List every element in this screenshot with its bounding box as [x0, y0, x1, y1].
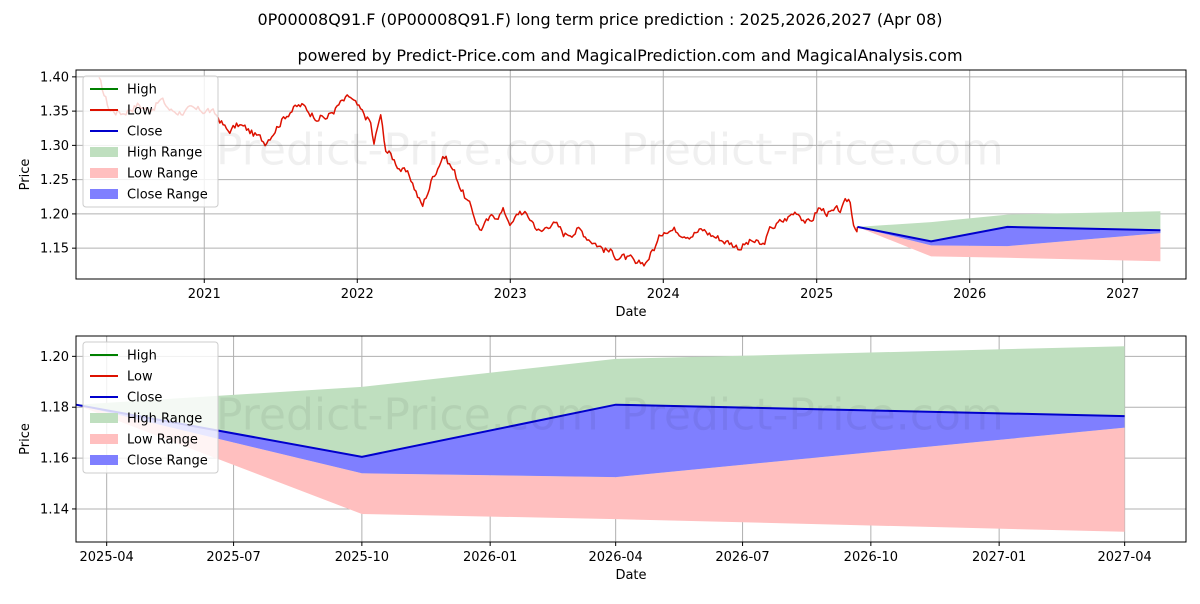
chart-subtitle: powered by Predict-Price.com and Magical…: [297, 46, 962, 65]
watermark-text: Predict-Price.com: [216, 389, 599, 440]
legend-swatch: [90, 455, 118, 465]
legend-entry: Close: [127, 125, 162, 140]
x-axis-label: Date: [615, 305, 646, 320]
y-tick-label: 1.18: [40, 401, 69, 416]
x-tick-label: 2027-04: [1097, 550, 1151, 565]
x-tick-label: 2026-10: [844, 550, 898, 565]
close-forecast-line: [857, 225, 1161, 243]
y-axis-label: Price: [18, 159, 33, 191]
x-axis-label: Date: [615, 568, 646, 583]
x-tick-label: 2025-04: [80, 550, 134, 565]
x-tick-label: 2026-07: [715, 550, 769, 565]
y-tick-label: 1.35: [40, 105, 69, 120]
legend-entry: Low: [127, 104, 153, 119]
legend-entry: High: [127, 349, 157, 364]
x-tick-label: 2021: [188, 287, 221, 302]
x-tick-label: 2025-10: [335, 550, 389, 565]
legend-swatch: [90, 413, 118, 423]
legend-swatch: [90, 434, 118, 444]
close-range-band: [76, 404, 1125, 478]
long-term-panel: 2021 2022 2023 2024 2025 2026 2027 1.15 1.20 1.25…: [18, 69, 1187, 320]
low-range-band: [857, 226, 1161, 262]
y-tick-label: 1.20: [40, 350, 69, 365]
x-tick-label: 2027: [1106, 287, 1139, 302]
x-tick-label: 2026-04: [588, 550, 642, 565]
x-tick-label: 2022: [341, 287, 374, 302]
x-tick-label: 2026-01: [463, 550, 517, 565]
legend-entry: Close Range: [127, 188, 208, 203]
y-tick-label: 1.30: [40, 139, 69, 154]
watermark-text: Predict-Price.com: [621, 389, 1004, 440]
close-forecast-line: [75, 403, 1125, 458]
x-tick-label: 2024: [647, 287, 680, 302]
legend-swatch: [90, 147, 118, 157]
y-tick-label: 1.20: [40, 207, 69, 222]
legend-entry: Low Range: [127, 433, 198, 448]
y-axis-label: Price: [18, 423, 33, 455]
legend-entry: High Range: [127, 146, 202, 161]
low-range-band: [76, 404, 1125, 532]
legend-entry: Close: [127, 391, 162, 406]
y-tick-label: 1.16: [40, 452, 69, 467]
legend-entry: Low Range: [127, 167, 198, 182]
legend-entry: High Range: [127, 412, 202, 427]
watermark-text: Predict-Price.com: [216, 124, 599, 175]
x-tick-label: 2025-07: [206, 550, 260, 565]
forecast-zoom-panel: 2025-04 2025-07 2025-10 2026-01 2026-04 2026-…: [18, 335, 1187, 583]
legend-entry: Low: [127, 370, 153, 385]
x-tick-label: 2025: [800, 287, 833, 302]
x-tick-label: 2023: [494, 287, 527, 302]
price-history-line: [98, 76, 859, 267]
y-tick-label: 1.25: [40, 173, 69, 188]
y-tick-label: 1.40: [40, 70, 69, 85]
watermark-text: Predict-Price.com: [621, 124, 1004, 175]
y-tick-label: 1.15: [40, 242, 69, 257]
y-tick-label: 1.14: [40, 502, 69, 517]
chart-title: 0P00008Q91.F (0P00008Q91.F) long term pr…: [257, 10, 942, 29]
legend-entry: Close Range: [127, 454, 208, 469]
legend-swatch: [90, 168, 118, 178]
plot-frame: [75, 69, 1187, 280]
x-tick-label: 2027-01: [972, 550, 1026, 565]
legend-swatch: [90, 189, 118, 199]
legend-entry: High: [127, 83, 157, 98]
plot-frame: [75, 335, 1187, 543]
x-tick-label: 2026: [953, 287, 986, 302]
